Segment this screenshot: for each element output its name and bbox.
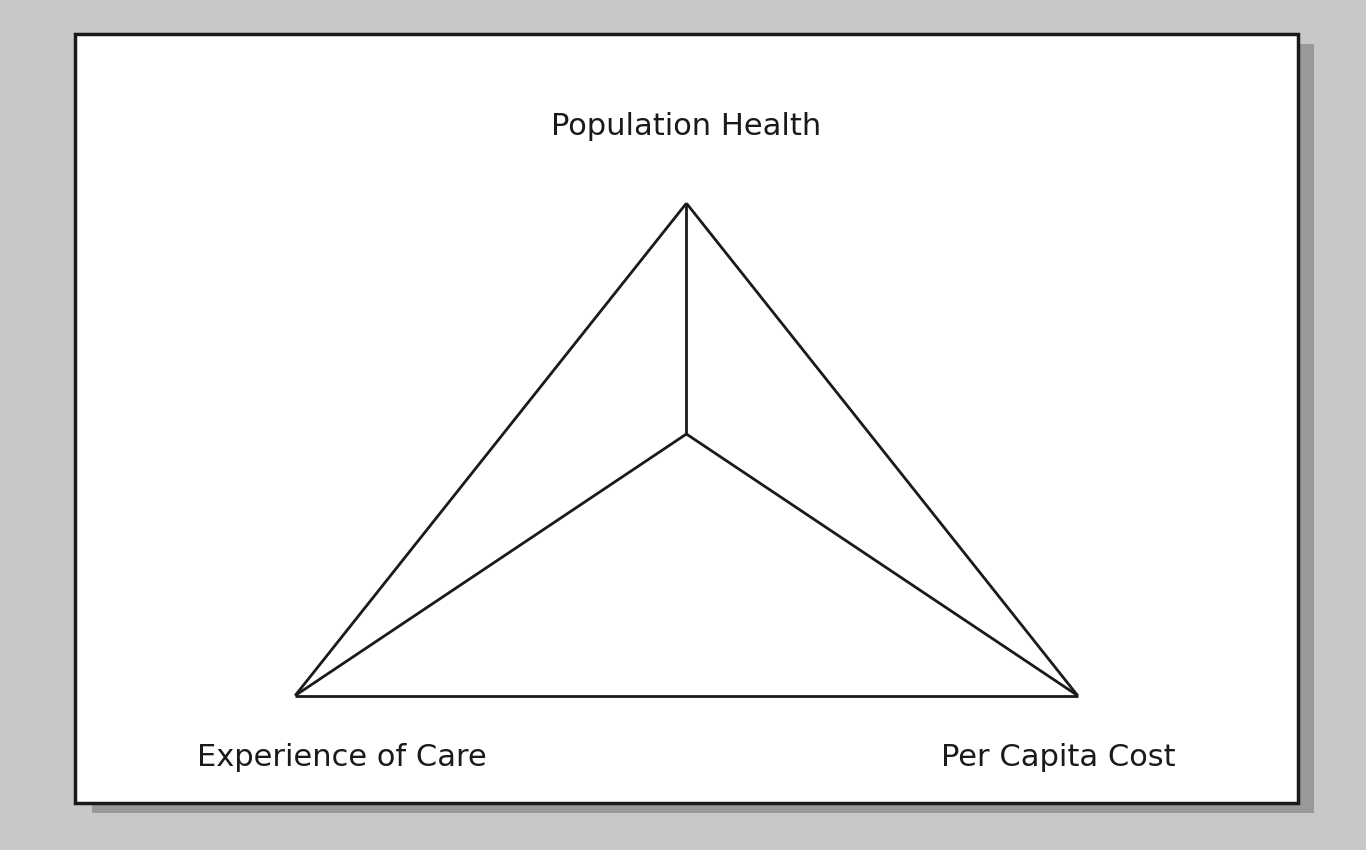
Text: Population Health: Population Health	[552, 112, 821, 141]
Text: Experience of Care: Experience of Care	[198, 743, 488, 772]
Text: Per Capita Cost: Per Capita Cost	[941, 743, 1176, 772]
